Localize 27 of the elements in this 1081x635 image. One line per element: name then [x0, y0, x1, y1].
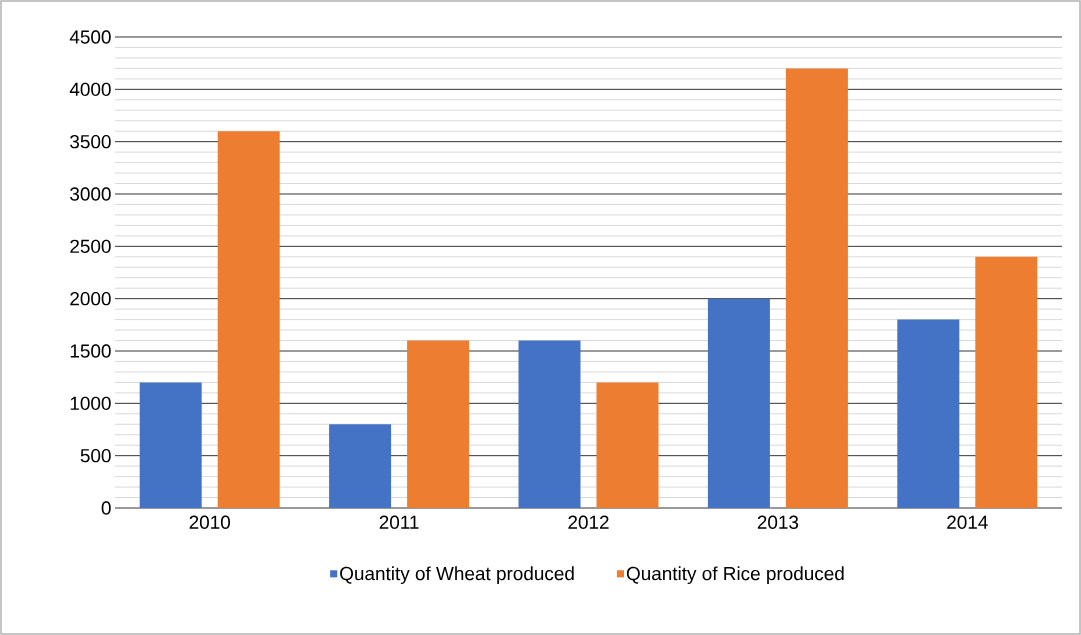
y-tick-label: 2000	[70, 291, 111, 306]
bar	[785, 68, 848, 508]
y-tick-label: 1000	[70, 396, 111, 411]
y-tick-label: 2500	[70, 239, 111, 254]
bar	[707, 298, 770, 508]
x-tick-label: 2012	[568, 515, 609, 529]
x-tick-label: 2010	[189, 515, 230, 529]
x-tick-label: 2011	[379, 515, 419, 529]
bar	[596, 382, 659, 508]
y-tick-label: 500	[80, 448, 111, 463]
legend-label: Quantity of Wheat produced	[340, 566, 574, 584]
bar	[975, 256, 1038, 508]
bar	[407, 340, 470, 508]
x-tick-label: 2013	[757, 515, 799, 529]
bar	[518, 340, 581, 508]
bar	[217, 131, 280, 508]
legend-label: Quantity of Rice produced	[626, 566, 844, 584]
y-tick-label: 3000	[70, 187, 111, 201]
bar	[329, 424, 392, 508]
y-tick-label: 3500	[70, 134, 111, 149]
y-tick-label: 4000	[69, 82, 111, 97]
y-tick-label: 4500	[69, 30, 111, 44]
y-tick-label: 0	[101, 501, 111, 515]
bar	[897, 319, 960, 508]
bar	[139, 382, 202, 508]
x-tick-label: 2014	[947, 515, 988, 529]
y-tick-label: 1500	[70, 344, 111, 358]
